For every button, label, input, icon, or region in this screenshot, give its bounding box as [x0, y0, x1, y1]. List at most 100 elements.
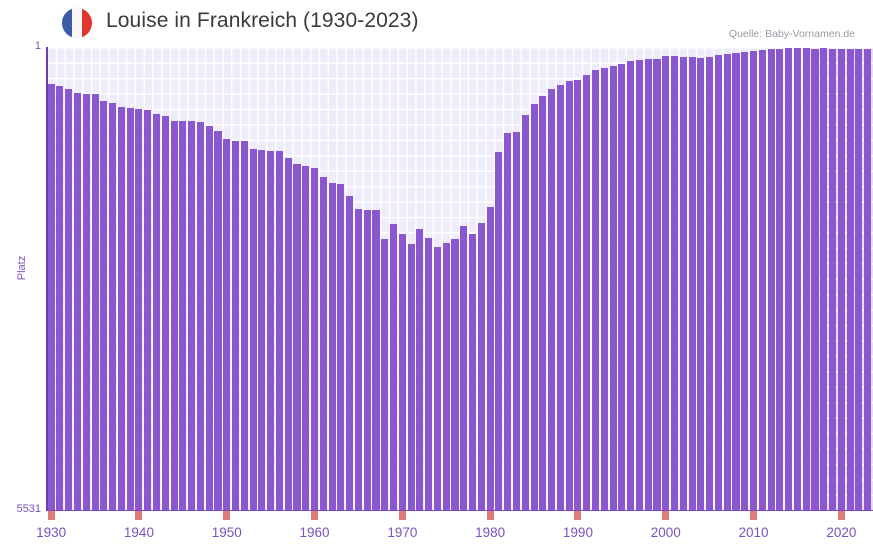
bar-1931[interactable]	[56, 86, 64, 510]
bar-2022[interactable]	[855, 48, 863, 510]
bar-1930[interactable]	[47, 84, 55, 510]
bar-1953[interactable]	[249, 148, 257, 510]
bar-2016[interactable]	[802, 48, 810, 510]
bar-1999[interactable]	[653, 58, 661, 510]
bar-1964[interactable]	[346, 195, 354, 510]
bar-1945[interactable]	[179, 120, 187, 510]
bar-1961[interactable]	[319, 177, 327, 510]
bar-1960[interactable]	[311, 167, 319, 510]
bar-1954[interactable]	[258, 149, 266, 510]
bar-2023[interactable]	[864, 48, 872, 510]
bar-2018[interactable]	[820, 48, 828, 510]
x-tick-mark-1940	[135, 511, 143, 520]
bar-1933[interactable]	[73, 93, 82, 510]
bar-2008[interactable]	[732, 52, 740, 510]
bar-1957[interactable]	[284, 158, 292, 510]
bar-2000[interactable]	[662, 56, 670, 510]
bar-1956[interactable]	[275, 151, 283, 510]
flag-stripe-blue	[62, 8, 72, 38]
bar-1996[interactable]	[627, 61, 635, 510]
bar-1938[interactable]	[117, 106, 125, 510]
bar-1982[interactable]	[504, 133, 512, 510]
bar-1946[interactable]	[188, 121, 196, 510]
x-tick-label-1990: 1990	[562, 525, 593, 540]
bar-1959[interactable]	[302, 166, 310, 510]
bar-1936[interactable]	[100, 100, 108, 510]
bar-1994[interactable]	[609, 65, 617, 510]
bar-1998[interactable]	[644, 59, 652, 510]
bar-1978[interactable]	[469, 234, 477, 510]
bar-2013[interactable]	[776, 48, 784, 510]
bar-1986[interactable]	[539, 96, 547, 510]
bar-1995[interactable]	[618, 63, 626, 510]
bar-1988[interactable]	[556, 84, 564, 510]
bar-1974[interactable]	[433, 247, 441, 510]
bar-1935[interactable]	[91, 94, 99, 510]
bar-1963[interactable]	[337, 183, 345, 510]
bar-2021[interactable]	[846, 48, 854, 510]
bar-1955[interactable]	[267, 151, 275, 510]
bar-2001[interactable]	[670, 56, 679, 510]
bar-1967[interactable]	[372, 210, 380, 510]
bar-2009[interactable]	[741, 52, 749, 510]
bar-1997[interactable]	[635, 60, 643, 510]
bar-1975[interactable]	[442, 243, 450, 510]
bar-2007[interactable]	[723, 54, 731, 510]
bar-2002[interactable]	[679, 56, 687, 510]
bar-2005[interactable]	[706, 57, 714, 510]
bar-2020[interactable]	[837, 48, 845, 510]
bar-2006[interactable]	[714, 55, 722, 510]
bar-2017[interactable]	[811, 48, 819, 510]
bar-1939[interactable]	[126, 108, 134, 510]
bar-1973[interactable]	[425, 237, 433, 510]
bar-1985[interactable]	[530, 103, 538, 510]
france-flag-circle-icon	[62, 8, 92, 38]
bar-1976[interactable]	[451, 238, 459, 510]
bar-1992[interactable]	[591, 70, 600, 510]
bar-1940[interactable]	[135, 108, 143, 510]
bar-1944[interactable]	[170, 121, 178, 510]
bar-1947[interactable]	[196, 122, 204, 510]
bar-1980[interactable]	[486, 206, 494, 510]
bar-1949[interactable]	[214, 131, 222, 510]
bar-1972[interactable]	[416, 229, 424, 510]
bar-1941[interactable]	[144, 110, 152, 510]
bar-1993[interactable]	[600, 67, 608, 510]
bar-1987[interactable]	[548, 88, 556, 510]
bar-1934[interactable]	[82, 93, 90, 510]
bar-1977[interactable]	[460, 225, 468, 510]
bar-1983[interactable]	[512, 132, 521, 510]
bar-2015[interactable]	[793, 48, 801, 510]
x-axis-line	[47, 509, 873, 512]
bar-1932[interactable]	[65, 89, 73, 510]
bar-1958[interactable]	[293, 164, 301, 510]
bar-1991[interactable]	[583, 74, 591, 510]
bar-1979[interactable]	[477, 222, 485, 510]
bar-2019[interactable]	[829, 48, 837, 510]
bar-1942[interactable]	[152, 113, 161, 510]
bar-1970[interactable]	[398, 234, 406, 510]
bar-1950[interactable]	[223, 139, 231, 510]
chart-title: Louise in Frankreich (1930-2023)	[106, 9, 419, 32]
bar-1943[interactable]	[161, 116, 169, 510]
bar-1971[interactable]	[407, 243, 415, 510]
bar-1948[interactable]	[205, 125, 213, 510]
bar-1989[interactable]	[565, 80, 573, 510]
bar-1981[interactable]	[495, 151, 503, 510]
bar-1937[interactable]	[109, 102, 117, 510]
bar-2014[interactable]	[785, 48, 793, 510]
bar-2012[interactable]	[767, 49, 775, 510]
bar-1984[interactable]	[521, 114, 529, 510]
bar-1968[interactable]	[381, 239, 389, 510]
bar-1952[interactable]	[240, 141, 248, 510]
bar-1962[interactable]	[328, 183, 336, 510]
bar-1966[interactable]	[363, 209, 371, 510]
bar-1969[interactable]	[390, 224, 398, 510]
bar-1965[interactable]	[354, 208, 362, 510]
bar-2011[interactable]	[758, 50, 766, 510]
bar-2010[interactable]	[750, 50, 758, 510]
bar-1951[interactable]	[231, 140, 240, 510]
bar-1990[interactable]	[574, 79, 582, 510]
bar-2003[interactable]	[688, 56, 696, 510]
bar-2004[interactable]	[697, 57, 705, 510]
